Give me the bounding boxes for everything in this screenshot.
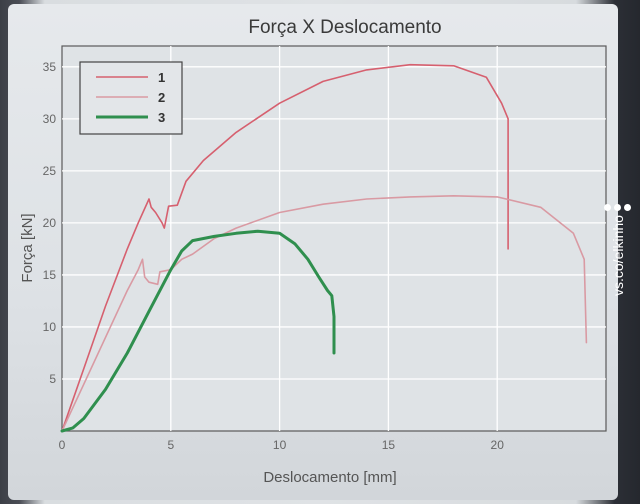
watermark: vs.co/elkinho xyxy=(604,150,632,350)
y-tick-label: 15 xyxy=(43,268,57,282)
watermark-text: vs.co/elkinho xyxy=(610,215,626,296)
series-line-3 xyxy=(60,229,336,433)
x-tick-label: 15 xyxy=(382,438,396,452)
chart-title: Força X Deslocamento xyxy=(248,17,441,38)
legend-box xyxy=(79,61,183,135)
dot-icon xyxy=(614,204,622,212)
legend-label-3: 3 xyxy=(158,110,165,125)
dot-icon xyxy=(604,204,612,212)
y-tick-label: 5 xyxy=(49,372,56,386)
series-line-1 xyxy=(61,63,509,432)
x-axis-label: Deslocamento [mm] xyxy=(263,469,396,486)
series-layer xyxy=(60,63,588,433)
grid-lines xyxy=(62,46,606,431)
legend-label-1: 1 xyxy=(158,70,165,85)
x-tick-label: 0 xyxy=(59,438,66,452)
x-tick-label: 10 xyxy=(273,438,287,452)
dot-icon xyxy=(624,204,632,212)
tick-labels: 0 5 10 15 20 5 10 15 20 25 30 35 xyxy=(43,60,505,452)
y-tick-label: 25 xyxy=(43,164,57,178)
series-line-2 xyxy=(61,195,588,432)
y-tick-label: 10 xyxy=(43,320,57,334)
legend-items: 1 2 3 xyxy=(96,70,165,125)
legend-label-2: 2 xyxy=(158,90,165,105)
legend: 1 2 3 xyxy=(79,61,183,135)
x-tick-label: 5 xyxy=(167,438,174,452)
watermark-dots xyxy=(604,204,632,212)
x-tick-label: 20 xyxy=(491,438,505,452)
y-tick-label: 35 xyxy=(43,60,57,74)
y-axis-label: Força [kN] xyxy=(19,213,36,282)
y-tick-label: 30 xyxy=(43,112,57,126)
y-tick-label: 20 xyxy=(43,216,57,230)
